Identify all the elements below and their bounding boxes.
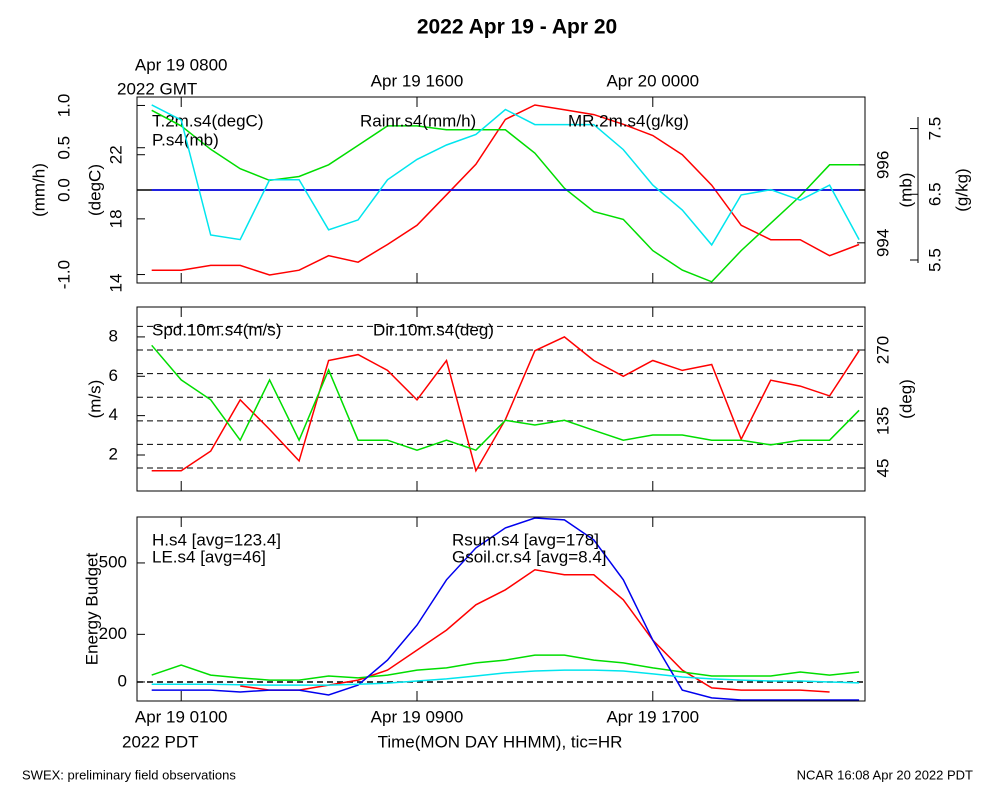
y-tick-label: 2 xyxy=(109,444,118,463)
y-tick-label: 0.5 xyxy=(54,136,73,160)
y-tick-label: 7.5 xyxy=(925,117,944,141)
y-tick-label: 14 xyxy=(106,274,125,293)
y-tick-label: 5.5 xyxy=(925,248,944,272)
y-tick-label: 0.0 xyxy=(54,178,73,202)
x2-tick-label: Apr 20 0000 xyxy=(606,71,699,90)
legend-label: Rainr.s4(mm/h) xyxy=(360,111,476,130)
plot-frame xyxy=(136,96,866,284)
y-axis-label: (deg) xyxy=(896,379,915,419)
legend-label: Dir.10m.s4(deg) xyxy=(373,320,494,339)
y-tick-label: 0 xyxy=(118,671,127,690)
y-tick-label: 994 xyxy=(873,229,892,257)
plot-frame xyxy=(136,516,866,702)
x2-tick-label: Apr 19 1600 xyxy=(371,71,464,90)
y-tick-label: 6.5 xyxy=(925,182,944,206)
y-tick-label: 45 xyxy=(873,459,892,478)
series-line xyxy=(151,344,860,452)
plot-frame xyxy=(136,306,866,492)
y-tick-label: 8 xyxy=(109,326,118,345)
legend-label: Gsoil.cr.s4 [avg=8.4] xyxy=(452,547,607,566)
x2-note: 2022 GMT xyxy=(117,79,197,98)
series-line xyxy=(240,569,830,693)
x-tick-label: Apr 19 0100 xyxy=(135,707,228,726)
x-tick-label: Apr 19 0900 xyxy=(371,707,464,726)
series-line xyxy=(151,104,860,247)
series-line xyxy=(151,104,860,276)
legend-label: MR.2m.s4(g/kg) xyxy=(568,111,689,130)
y-tick-label: -1.0 xyxy=(54,260,73,289)
series-line xyxy=(151,669,860,686)
y-axis-label: Energy Budget xyxy=(82,552,101,665)
chart-title: 2022 Apr 19 - Apr 20 xyxy=(417,16,617,39)
y-axis-label: (degC) xyxy=(85,164,104,216)
x-note: 2022 PDT xyxy=(122,732,199,751)
y-axis-label: (mb) xyxy=(896,173,915,208)
y-axis-label: (m/s) xyxy=(85,380,104,419)
y-tick-label: 996 xyxy=(873,151,892,179)
legend-label: Rsum.s4 [avg=178] xyxy=(452,530,599,549)
y-tick-label: 22 xyxy=(106,145,125,164)
y-axis-label: (mm/h) xyxy=(29,163,48,217)
legend-label: P.s4(mb) xyxy=(152,130,219,149)
x-axis-label: Time(MON DAY HHMM), tic=HR xyxy=(378,732,623,751)
y-tick-label: 500 xyxy=(99,552,127,571)
y-tick-label: 200 xyxy=(99,624,127,643)
footer-left: SWEX: preliminary field observations xyxy=(22,767,236,782)
series-line xyxy=(151,517,860,701)
y-tick-label: 4 xyxy=(109,405,118,424)
legend-label: H.s4 [avg=123.4] xyxy=(152,530,281,549)
x-tick-label: Apr 19 1700 xyxy=(606,707,699,726)
y-tick-label: 270 xyxy=(873,336,892,364)
y-tick-label: 135 xyxy=(873,407,892,435)
series-line xyxy=(151,654,860,681)
y-tick-label: 1.0 xyxy=(54,94,73,118)
y-axis-label: (g/kg) xyxy=(952,168,971,211)
legend-label: LE.s4 [avg=46] xyxy=(152,547,266,566)
footer-right: NCAR 16:08 Apr 20 2022 PDT xyxy=(797,767,973,782)
x2-tick-label: Apr 19 0800 xyxy=(135,55,228,74)
legend-label: Spd.10m.s4(m/s) xyxy=(152,320,281,339)
y-tick-label: 6 xyxy=(109,366,118,385)
y-tick-label: 18 xyxy=(106,209,125,228)
